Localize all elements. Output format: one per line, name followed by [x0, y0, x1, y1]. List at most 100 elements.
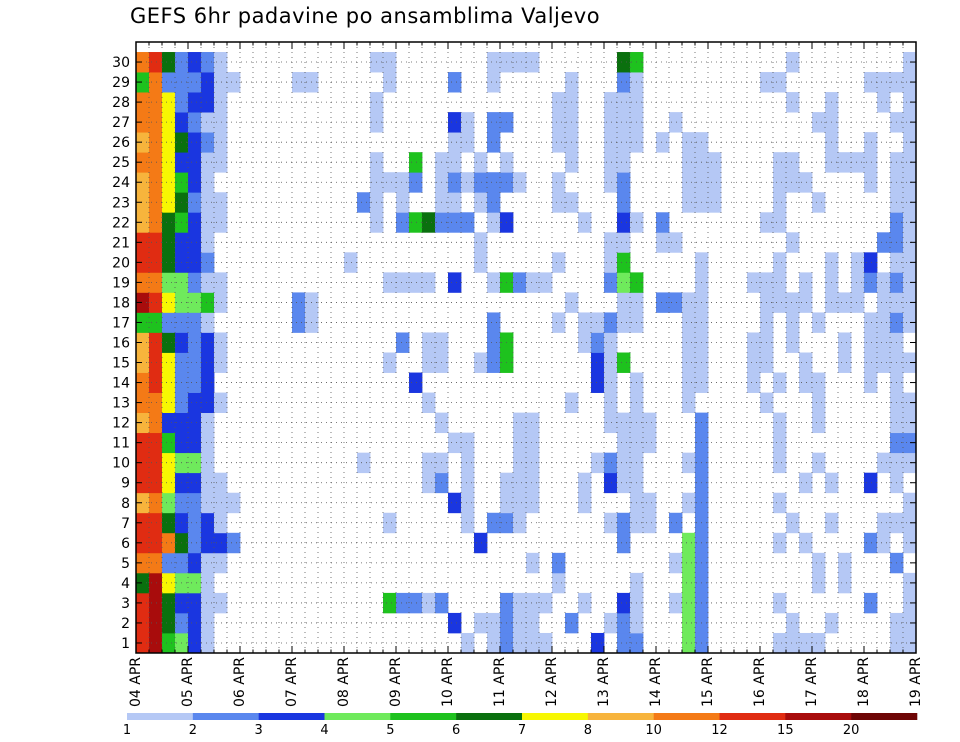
heatmap-cell: [188, 572, 202, 594]
heatmap-cell: [708, 172, 722, 193]
heatmap-cell: [162, 132, 176, 153]
heatmap-cell: [149, 92, 163, 113]
heatmap-cell: [409, 372, 423, 393]
colorbar-label: 3: [255, 723, 263, 738]
heatmap-cell: [474, 352, 488, 373]
heatmap-cell: [136, 272, 150, 293]
heatmap-cell: [786, 92, 800, 113]
x-tick-label: 06 APR: [232, 657, 248, 707]
heatmap-cell: [188, 432, 202, 454]
heatmap-cell: [617, 532, 631, 554]
heatmap-cell: [396, 212, 410, 233]
heatmap-cell: [162, 112, 176, 133]
heatmap-cell: [604, 272, 618, 293]
heatmap-cell: [149, 192, 163, 213]
heatmap-cell: [149, 392, 163, 413]
heatmap-cell: [747, 332, 761, 353]
heatmap-cell: [136, 292, 150, 313]
heatmap-cell: [526, 52, 540, 73]
heatmap-cell: [461, 132, 475, 153]
heatmap-cell: [552, 552, 566, 574]
heatmap-cell: [201, 492, 215, 514]
heatmap-cell: [812, 632, 826, 654]
heatmap-cell: [461, 472, 475, 494]
heatmap-cell: [851, 152, 865, 173]
heatmap-cell: [396, 172, 410, 193]
heatmap-cell: [136, 372, 150, 393]
colorbar-label: 6: [452, 723, 460, 738]
heatmap-cell: [149, 132, 163, 153]
heatmap-cell: [149, 332, 163, 353]
heatmap-cell: [227, 492, 241, 514]
heatmap-cell: [799, 352, 813, 373]
heatmap-cell: [682, 592, 696, 614]
heatmap-cell: [136, 72, 150, 93]
heatmap-cell: [877, 92, 891, 113]
heatmap-cell: [513, 52, 527, 73]
heatmap-cell: [188, 352, 202, 373]
y-tick-label: 5: [121, 556, 130, 572]
heatmap-cell: [604, 152, 618, 173]
heatmap-cell: [773, 272, 787, 293]
heatmap-cell: [864, 252, 878, 273]
heatmap-cell: [201, 592, 215, 614]
heatmap-cell: [526, 492, 540, 514]
heatmap-cell: [812, 552, 826, 574]
x-tick-label: 14 APR: [648, 657, 664, 707]
x-tick-label: 05 APR: [180, 657, 196, 707]
heatmap-cell: [669, 592, 683, 614]
heatmap-cell: [448, 612, 462, 634]
x-tick-label: 13 APR: [596, 657, 612, 707]
heatmap-cell: [448, 432, 462, 454]
x-axis-tick-labels: 04 APR 05 APR 06 APR 07 APR 08 APR 09 APR 10 A…: [128, 657, 924, 707]
heatmap-cell: [799, 272, 813, 293]
heatmap-cell: [357, 452, 371, 474]
heatmap-cell: [214, 192, 228, 213]
heatmap-cell: [864, 132, 878, 153]
heatmap-cell: [136, 492, 150, 514]
y-tick-label: 20: [112, 255, 130, 271]
heatmap-cell: [409, 152, 423, 173]
heatmap-cell: [162, 612, 176, 634]
heatmap-cell: [461, 432, 475, 454]
heatmap-cell: [136, 112, 150, 133]
heatmap-cell: [487, 512, 501, 534]
heatmap-cell: [214, 272, 228, 293]
heatmap-cell: [487, 72, 501, 93]
heatmap-cell: [812, 192, 826, 213]
heatmap-cell: [201, 392, 215, 413]
heatmap-cell: [422, 332, 436, 353]
x-tick-label: 04 APR: [128, 657, 144, 707]
heatmap-cell: [162, 192, 176, 213]
heatmap-cell: [422, 272, 436, 293]
heatmap-cell: [812, 112, 826, 133]
heatmap-cell: [604, 232, 618, 253]
heatmap-cell: [214, 392, 228, 413]
heatmap-cell: [162, 172, 176, 193]
heatmap-cell: [617, 112, 631, 133]
heatmap-cell: [409, 272, 423, 293]
y-tick-label: 14: [112, 376, 130, 392]
heatmap-cell: [838, 572, 852, 594]
heatmap-cell: [201, 412, 215, 434]
heatmap-cell: [682, 332, 696, 353]
heatmap-cell: [136, 212, 150, 233]
heatmap-cell: [149, 572, 163, 594]
heatmap-cell: [461, 212, 475, 233]
heatmap-cell: [552, 172, 566, 193]
heatmap-cell: [136, 592, 150, 614]
heatmap-cell: [851, 252, 865, 273]
heatmap-cell: [786, 152, 800, 173]
heatmap-cell: [201, 532, 215, 554]
heatmap-cell: [149, 372, 163, 393]
heatmap-cells: [136, 52, 917, 654]
heatmap-cell: [383, 352, 397, 373]
heatmap-cell: [162, 532, 176, 554]
colorbar-legend: 1 2 3 4 5 6 7 8 10 12 15 20: [123, 713, 918, 738]
heatmap-cell: [877, 232, 891, 253]
heatmap-cell: [214, 212, 228, 233]
heatmap-cell: [786, 512, 800, 534]
heatmap-cell: [591, 632, 605, 654]
axis-ticks: [135, 42, 917, 653]
heatmap-cell: [786, 172, 800, 193]
